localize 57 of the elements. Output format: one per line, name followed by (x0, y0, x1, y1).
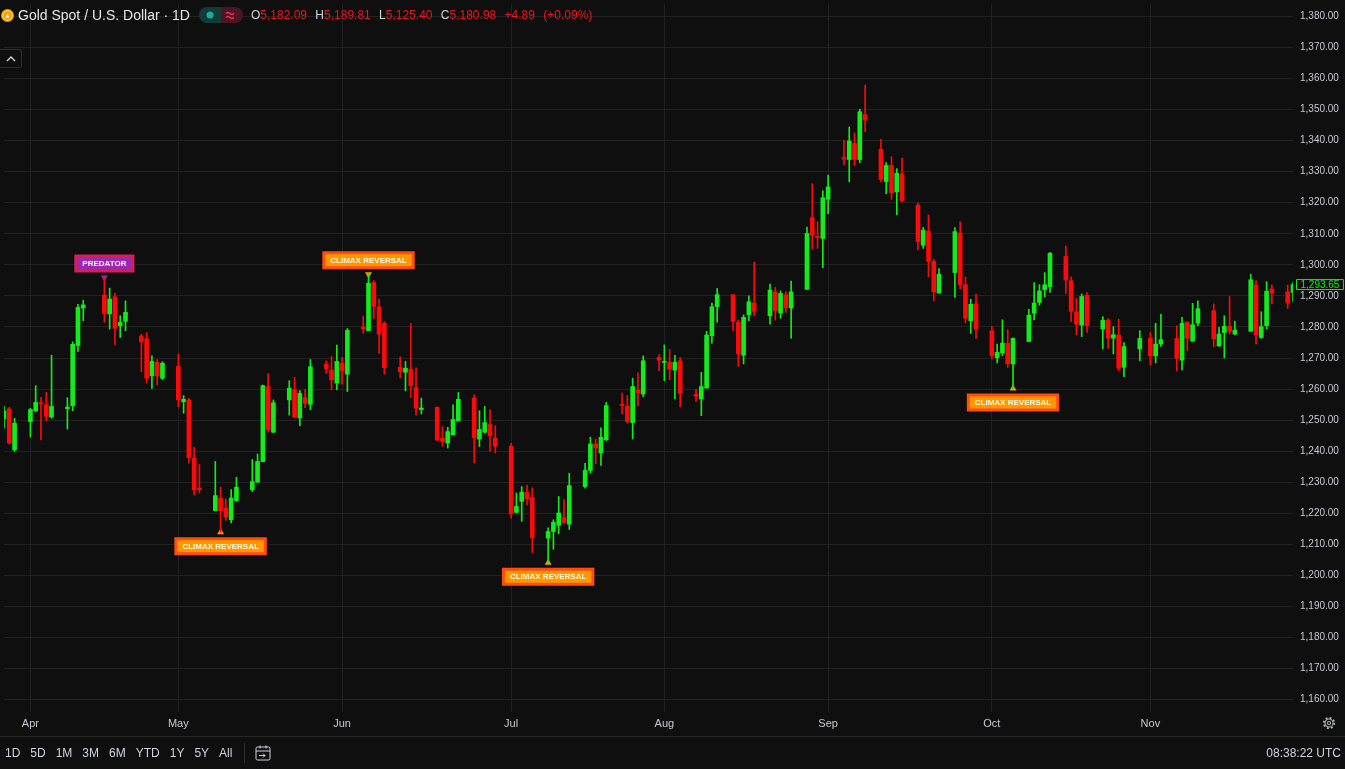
y-tick-label: 1,230.00 (1300, 475, 1340, 487)
x-tick-label: Sep (818, 716, 838, 729)
y-tick-label: 1,360.00 (1300, 72, 1340, 84)
y-tick-label: 1,330.00 (1300, 165, 1340, 177)
text: 1Y (168, 746, 186, 760)
text: All (218, 746, 234, 760)
text: 08:38:22 UTC (1266, 746, 1342, 760)
series-label: CLIMAX REVERSAL (330, 255, 407, 265)
text: CLIMAX REVERSAL (182, 541, 259, 551)
x-tick-label: Aug (654, 716, 675, 729)
text: CLIMAX REVERSAL (509, 572, 587, 582)
y-tick-label: 1,160.00 (1300, 693, 1340, 705)
text: 5Y (193, 746, 211, 760)
x-tick-label: May (167, 716, 190, 729)
text: YTD (134, 746, 161, 760)
y-tick-label: 1,370.00 (1300, 41, 1340, 53)
candlestick (1221, 315, 1227, 359)
y-tick-label: 1,220.00 (1300, 507, 1340, 519)
annotation: 1,293.65 (1300, 278, 1340, 290)
text: 6M (108, 746, 127, 760)
y-tick-label: 1,340.00 (1300, 134, 1340, 146)
series-label: PREDATOR (82, 259, 127, 269)
y-tick-label: 1,260.00 (1300, 382, 1340, 394)
candlestick (656, 354, 662, 372)
text: 5D (29, 746, 47, 760)
x-tick-label: Jul (504, 716, 519, 729)
y-tick-label: 1,200.00 (1300, 569, 1340, 581)
y-tick-label: 1,270.00 (1300, 351, 1340, 363)
text: CLIMAX REVERSAL (974, 398, 1052, 408)
candlestick (117, 315, 123, 338)
y-tick-label: 1,380.00 (1300, 10, 1340, 22)
y-tick-label: 1,250.00 (1300, 413, 1340, 425)
y-tick-label: 1,320.00 (1300, 196, 1340, 208)
text: 1M (54, 746, 74, 760)
y-tick-label: 1,190.00 (1300, 600, 1340, 612)
text: 3M (81, 746, 101, 760)
y-tick-label: 1,350.00 (1300, 103, 1340, 115)
candlestick (693, 389, 699, 402)
y-tick-label: 1,290.00 (1300, 289, 1340, 301)
text: 1D (4, 746, 22, 760)
x-tick-label: Oct (983, 716, 1001, 729)
candlestick (593, 438, 598, 465)
y-tick-label: 1,280.00 (1300, 320, 1340, 332)
x-tick-label: Jun (333, 716, 351, 729)
text: O5,182.09 H5,189.81 L5,125.40 C5,180.98 +4.89 (+0.09%) (250, 8, 593, 22)
x-tick-label: Nov (1140, 716, 1161, 729)
x-tick-label: Apr (21, 716, 40, 729)
candlestick (408, 323, 414, 398)
candlestick (397, 356, 403, 379)
y-tick-label: 1,180.00 (1300, 631, 1340, 643)
y-tick-label: 1,210.00 (1300, 538, 1340, 550)
y-tick-label: 1,300.00 (1300, 258, 1340, 270)
y-tick-label: 1,310.00 (1300, 227, 1340, 239)
y-tick-label: 1,170.00 (1300, 662, 1340, 674)
candlestick (561, 499, 567, 525)
chart-title: Gold Spot / U.S. Dollar · 1D (18, 7, 190, 23)
y-tick-label: 1,240.00 (1300, 444, 1340, 456)
